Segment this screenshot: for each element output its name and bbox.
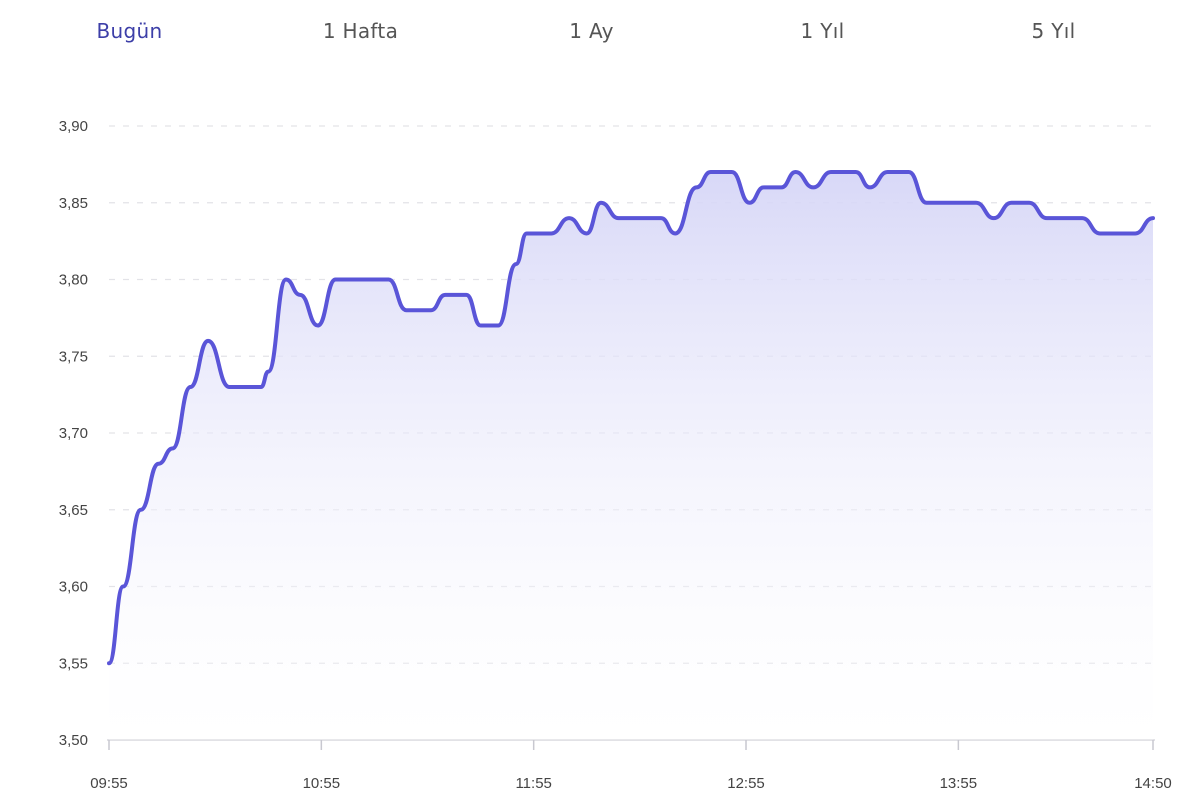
y-tick-label: 3,50 [59,732,88,749]
price-area [109,172,1153,741]
y-tick-label: 3,90 [59,118,88,135]
tab-5-year[interactable]: 5 Yıl [1031,19,1076,43]
x-tick-label: 09:55 [90,775,128,792]
x-tick-label: 11:55 [515,775,551,792]
y-tick-label: 3,75 [59,348,88,365]
y-tick-label: 3,55 [59,655,88,672]
tab-today[interactable]: Bugün [14,10,245,52]
x-tick-label: 10:55 [303,775,341,792]
x-tick-label: 12:55 [727,775,765,792]
x-tick-label: 13:55 [940,775,978,792]
y-tick-label: 3,80 [59,272,88,289]
tab-1-week[interactable]: 1 Hafta [322,19,399,43]
price-line [107,170,1155,666]
period-tabs: Bugün 1 Hafta 1 Ay 1 Yıl 5 Yıl [14,10,1169,52]
tab-1-month[interactable]: 1 Ay [569,19,614,43]
y-tick-label: 3,60 [59,579,88,596]
y-tick-label: 3,85 [59,195,88,212]
y-tick-label: 3,70 [59,425,88,442]
tab-1-year[interactable]: 1 Yıl [800,19,845,43]
x-tick-label: 14:50 [1134,775,1172,792]
y-tick-label: 3,65 [59,502,88,519]
